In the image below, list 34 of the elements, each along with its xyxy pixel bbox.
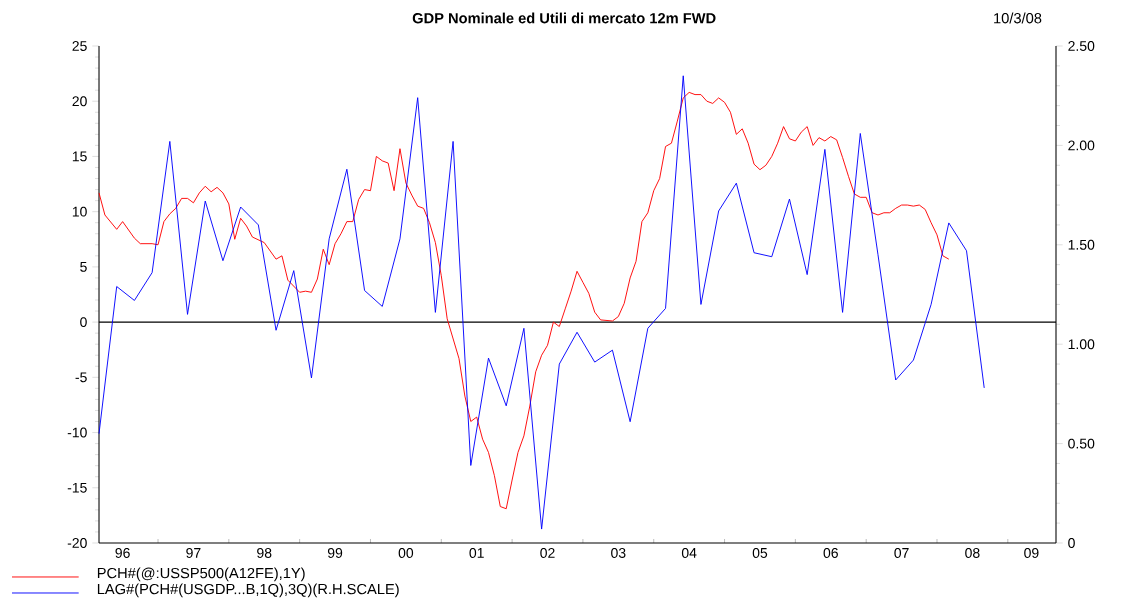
x-tick-label: 01 — [469, 547, 484, 558]
x-tick-label: 96 — [115, 547, 130, 558]
y-tick-label: 20 — [72, 96, 87, 107]
y2-tick-label: 1.00 — [1068, 339, 1095, 350]
y2-tick-label: 0.50 — [1068, 438, 1095, 449]
x-tick-label: 06 — [823, 547, 838, 558]
legend-label: PCH#(@:USSP500(A12FE),1Y) — [97, 567, 305, 582]
x-tick-label: 09 — [1024, 547, 1039, 558]
x-tick-label: 04 — [681, 547, 697, 558]
text: 10/3/08 — [994, 12, 1042, 24]
legend-label: LAG#(PCH#(USGDP...B,1Q),3Q)(R.H.SCALE) — [97, 583, 399, 598]
x-tick-label: 98 — [257, 547, 272, 558]
x-tick-label: 97 — [186, 547, 201, 558]
x-tick-label: 00 — [398, 547, 414, 558]
y2-tick-label: 1.50 — [1068, 239, 1095, 250]
chart-title: GDP Nominale ed Utili di mercato 12m FWD — [412, 12, 716, 24]
y-tick-label: 25 — [72, 41, 87, 51]
y2-tick-label: 2.00 — [1068, 140, 1095, 151]
y-tick-label: 15 — [72, 151, 87, 162]
x-tick-label: 08 — [965, 547, 980, 558]
y2-tick-label: 2.50 — [1068, 41, 1095, 51]
y-tick-label: -20 — [67, 538, 87, 548]
y-tick-label: 10 — [72, 206, 87, 217]
y-tick-label: -10 — [67, 427, 87, 438]
x-tick-label: 07 — [894, 547, 909, 558]
x-tick-label: 03 — [611, 547, 626, 558]
y2-tick-label: 0 — [1068, 538, 1075, 548]
x-tick-label: 02 — [540, 547, 555, 558]
x-tick-label: 05 — [752, 547, 768, 558]
y-tick-label: 0 — [80, 317, 87, 328]
y-tick-label: 5 — [80, 262, 87, 272]
x-tick-label: 99 — [327, 547, 343, 558]
y-tick-label: -5 — [75, 372, 87, 383]
y-tick-label: -15 — [67, 482, 87, 493]
